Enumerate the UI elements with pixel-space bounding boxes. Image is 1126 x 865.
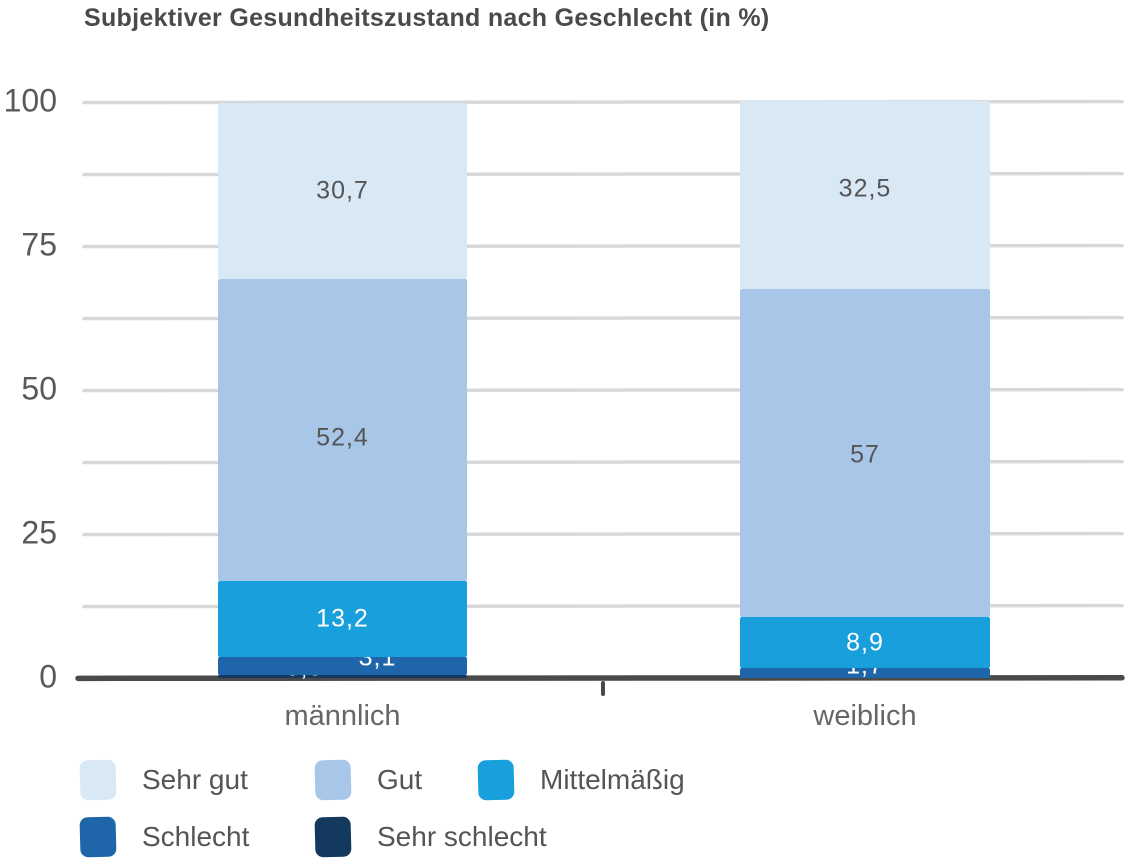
legend-item-Sehr gut: Sehr gut: [79, 759, 248, 801]
x-axis-line: [75, 675, 1125, 682]
bar-segment-Schlecht: [218, 657, 467, 676]
y-tick-label: 50: [21, 370, 57, 407]
legend-label: Sehr gut: [142, 764, 248, 795]
bar-value-label: 13,2: [316, 604, 369, 633]
category-label-weiblich: weiblich: [813, 700, 917, 732]
legend-item-Gut: Gut: [314, 759, 423, 801]
legend-label: Gut: [377, 764, 423, 795]
legend-label: Schlecht: [142, 821, 250, 852]
y-tick-label: 25: [21, 514, 57, 551]
legend-item-Mittelmäßig: Mittelmäßig: [477, 759, 685, 801]
legend-label: Mittelmäßig: [540, 764, 685, 795]
bar-value-label: 32,5: [838, 174, 892, 203]
chart-title: Subjektiver Gesundheitszustand nach Gesc…: [84, 4, 770, 32]
bar-segment-Sehr gut: [218, 102, 467, 280]
bar-segment-Sehr schlecht: [218, 675, 467, 678]
y-tick-label: 100: [3, 82, 57, 119]
bar-value-label: 30,7: [316, 176, 369, 205]
legend-item-Schlecht: Schlecht: [79, 816, 250, 858]
bar-segment-Mittelmäßig: [740, 616, 990, 669]
y-tick-label: 75: [21, 226, 57, 263]
legend-swatch: [79, 759, 117, 801]
bar-value-label: 8,9: [846, 628, 884, 657]
stacked-bar-männlich: 0,53,113,252,430,7: [218, 0, 467, 680]
legend-swatch: [477, 759, 515, 801]
legend-item-Sehr schlecht: Sehr schlecht: [314, 816, 547, 858]
legend-swatch: [314, 759, 352, 801]
legend-swatch: [79, 816, 117, 858]
bar-segment-Gut: [218, 279, 467, 582]
y-tick-label: 0: [39, 658, 57, 695]
bar-segment-Schlecht: [740, 668, 990, 678]
legend-label: Sehr schlecht: [377, 821, 547, 852]
bar-segment-Gut: [740, 288, 990, 617]
bar-value-label: 52,4: [316, 423, 369, 452]
category-label-männlich: männlich: [284, 700, 401, 732]
bar-segment-Sehr gut: [740, 101, 990, 289]
bar-value-label: 57: [850, 440, 880, 469]
bar-segment-Mittelmäßig: [218, 581, 467, 658]
legend-swatch: [314, 816, 352, 858]
category-divider-tick: [601, 681, 605, 696]
